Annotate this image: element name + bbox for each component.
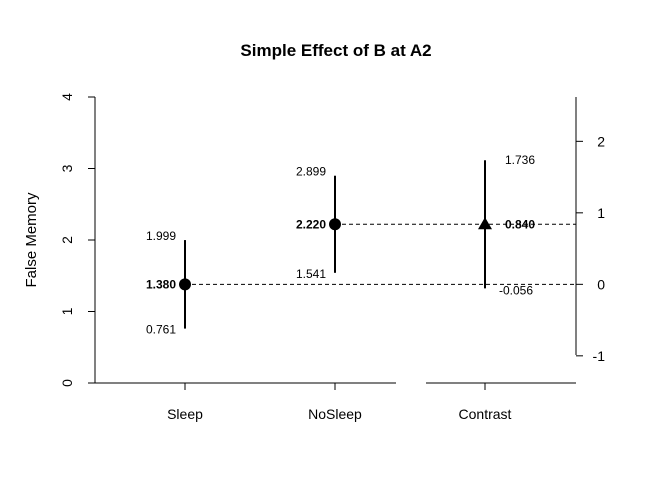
left-axis-tick-label: 2 bbox=[59, 236, 75, 244]
upper-ci-label: 1.999 bbox=[146, 229, 176, 243]
right-axis-tick-label: 0 bbox=[597, 276, 605, 292]
chart-title: Simple Effect of B at A2 bbox=[240, 41, 431, 60]
x-axis: Sleep NoSleep Contrast bbox=[95, 382, 576, 422]
right-axis-tick-label: 2 bbox=[597, 133, 605, 149]
x-axis-tick-label: Contrast bbox=[459, 406, 512, 422]
x-axis-tick-label: Sleep bbox=[167, 406, 203, 422]
estimate-label: 0.840 bbox=[505, 217, 535, 231]
x-axis-tick-label: NoSleep bbox=[308, 406, 362, 422]
estimate-marker-circle bbox=[329, 218, 341, 231]
left-axis-tick-label: 0 bbox=[59, 379, 75, 387]
right-axis-tick-label: 1 bbox=[597, 205, 605, 221]
y-axis-label: False Memory bbox=[23, 192, 40, 288]
lower-ci-label: 0.761 bbox=[146, 323, 176, 337]
upper-ci-label: 2.899 bbox=[296, 165, 326, 179]
left-axis-tick-label: 4 bbox=[59, 93, 75, 101]
estimate-label: 2.220 bbox=[296, 217, 326, 231]
left-axis-tick-label: 3 bbox=[59, 164, 75, 172]
estimate-marker-triangle bbox=[478, 217, 492, 230]
right-axis: -1 0 1 2 bbox=[575, 97, 606, 364]
lower-ci-label: 1.541 bbox=[296, 267, 326, 281]
right-axis-tick-label: -1 bbox=[593, 348, 606, 364]
upper-ci-label: 1.736 bbox=[505, 153, 535, 167]
estimate-marker-circle bbox=[179, 278, 191, 291]
lower-ci-label: -0.056 bbox=[499, 283, 533, 297]
left-axis: 0 1 2 3 4 bbox=[59, 93, 96, 387]
estimate-label: 1.380 bbox=[146, 277, 176, 291]
left-axis-tick-label: 1 bbox=[59, 307, 75, 315]
